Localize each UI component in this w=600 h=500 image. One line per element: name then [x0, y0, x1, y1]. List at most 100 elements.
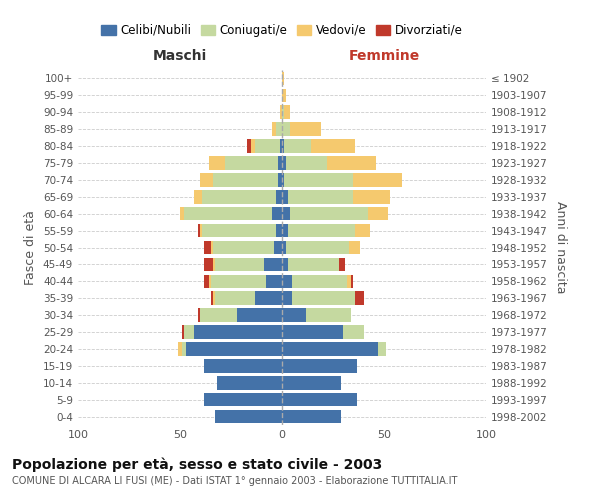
- Bar: [292, 292, 355, 305]
- Bar: [182, 326, 184, 339]
- Bar: [282, 292, 292, 305]
- Bar: [225, 156, 278, 170]
- Bar: [284, 173, 353, 186]
- Bar: [355, 292, 364, 305]
- Bar: [282, 393, 358, 406]
- Bar: [282, 258, 288, 271]
- Bar: [182, 342, 186, 355]
- Bar: [282, 308, 307, 322]
- Bar: [272, 207, 282, 220]
- Bar: [272, 122, 276, 136]
- Text: COMUNE DI ALCARA LI FUSI (ME) - Dati ISTAT 1° gennaio 2003 - Elaborazione TUTTIT: COMUNE DI ALCARA LI FUSI (ME) - Dati IST…: [12, 476, 457, 486]
- Bar: [349, 240, 359, 254]
- Bar: [211, 292, 212, 305]
- Bar: [355, 224, 370, 237]
- Bar: [378, 342, 386, 355]
- Bar: [211, 274, 266, 288]
- Bar: [211, 240, 212, 254]
- Bar: [368, 207, 388, 220]
- Bar: [251, 140, 256, 153]
- Bar: [278, 173, 282, 186]
- Bar: [202, 190, 276, 203]
- Bar: [282, 224, 288, 237]
- Bar: [286, 240, 349, 254]
- Bar: [212, 258, 215, 271]
- Bar: [237, 308, 282, 322]
- Bar: [178, 342, 182, 355]
- Bar: [290, 122, 321, 136]
- Bar: [353, 173, 403, 186]
- Bar: [205, 359, 282, 372]
- Bar: [282, 140, 284, 153]
- Bar: [282, 376, 341, 390]
- Bar: [209, 156, 225, 170]
- Bar: [276, 122, 282, 136]
- Bar: [343, 326, 364, 339]
- Bar: [200, 308, 237, 322]
- Bar: [339, 258, 345, 271]
- Bar: [311, 140, 355, 153]
- Bar: [288, 258, 339, 271]
- Text: Popolazione per età, sesso e stato civile - 2003: Popolazione per età, sesso e stato civil…: [12, 458, 382, 472]
- Bar: [263, 258, 282, 271]
- Bar: [288, 190, 353, 203]
- Bar: [353, 190, 390, 203]
- Bar: [212, 173, 278, 186]
- Bar: [215, 292, 256, 305]
- Bar: [217, 376, 282, 390]
- Bar: [212, 240, 274, 254]
- Bar: [282, 106, 284, 119]
- Bar: [274, 240, 282, 254]
- Y-axis label: Fasce di età: Fasce di età: [25, 210, 37, 285]
- Bar: [282, 342, 378, 355]
- Bar: [256, 292, 282, 305]
- Bar: [205, 393, 282, 406]
- Bar: [282, 359, 358, 372]
- Bar: [307, 308, 352, 322]
- Bar: [282, 122, 290, 136]
- Bar: [282, 326, 343, 339]
- Bar: [284, 106, 290, 119]
- Bar: [282, 156, 286, 170]
- Bar: [284, 140, 311, 153]
- Text: Maschi: Maschi: [153, 49, 207, 63]
- Bar: [266, 274, 282, 288]
- Bar: [256, 140, 280, 153]
- Bar: [282, 410, 341, 424]
- Bar: [209, 274, 211, 288]
- Bar: [212, 292, 215, 305]
- Bar: [205, 258, 212, 271]
- Bar: [278, 156, 282, 170]
- Bar: [282, 88, 286, 102]
- Bar: [286, 156, 327, 170]
- Bar: [199, 224, 200, 237]
- Bar: [215, 410, 282, 424]
- Y-axis label: Anni di nascita: Anni di nascita: [554, 201, 567, 294]
- Bar: [347, 274, 352, 288]
- Bar: [180, 207, 184, 220]
- Bar: [276, 224, 282, 237]
- Bar: [184, 207, 272, 220]
- Bar: [247, 140, 251, 153]
- Bar: [280, 106, 282, 119]
- Bar: [282, 173, 284, 186]
- Bar: [282, 190, 288, 203]
- Bar: [282, 240, 286, 254]
- Bar: [282, 207, 290, 220]
- Bar: [282, 72, 284, 85]
- Bar: [280, 140, 282, 153]
- Bar: [200, 173, 212, 186]
- Text: Femmine: Femmine: [349, 49, 419, 63]
- Legend: Celibi/Nubili, Coniugati/e, Vedovi/e, Divorziati/e: Celibi/Nubili, Coniugati/e, Vedovi/e, Di…: [97, 19, 467, 42]
- Bar: [282, 274, 292, 288]
- Bar: [205, 240, 211, 254]
- Bar: [276, 190, 282, 203]
- Bar: [186, 342, 282, 355]
- Bar: [184, 326, 194, 339]
- Bar: [205, 274, 209, 288]
- Bar: [327, 156, 376, 170]
- Bar: [352, 274, 353, 288]
- Bar: [290, 207, 368, 220]
- Bar: [200, 224, 202, 237]
- Bar: [288, 224, 355, 237]
